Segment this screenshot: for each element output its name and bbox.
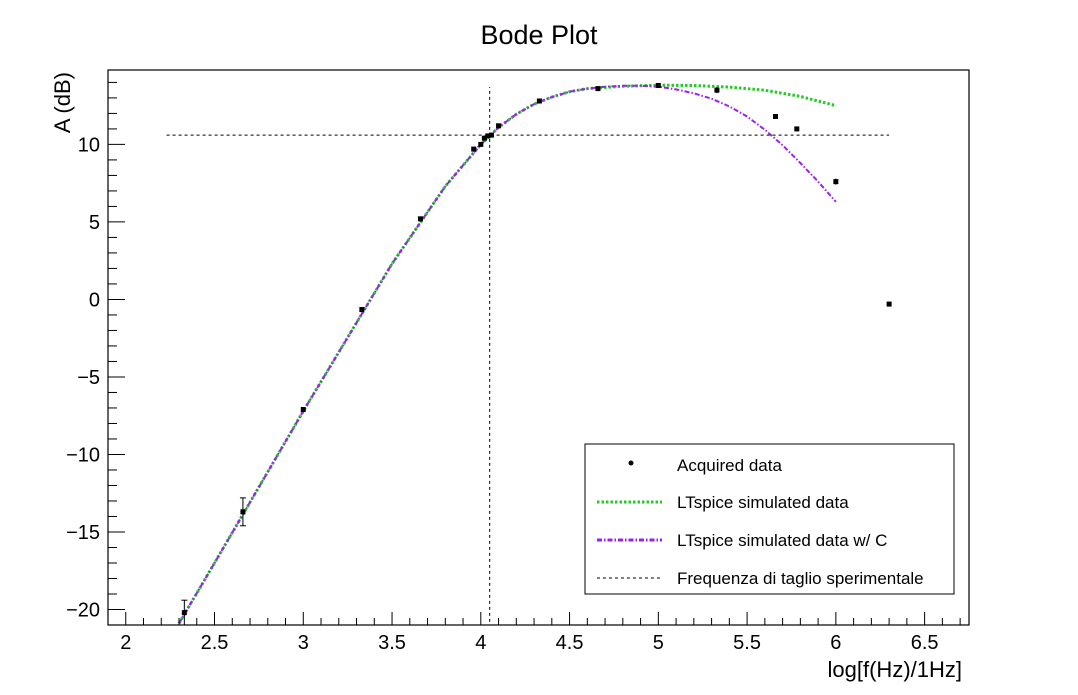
x-tick-label: 5: [653, 632, 664, 654]
data-point: [481, 135, 487, 141]
x-tick-label: 6: [830, 632, 841, 654]
legend-label-1: LTspice simulated data: [677, 493, 849, 512]
x-axis-title: log[f(Hz)/1Hz]: [828, 657, 962, 682]
x-tick-label: 3: [298, 632, 309, 654]
chart-title: Bode Plot: [480, 20, 598, 50]
data-point: [772, 114, 778, 120]
data-point: [496, 123, 502, 129]
data-point: [240, 509, 246, 515]
legend-label-2: LTspice simulated data w/ C: [677, 531, 887, 550]
data-point: [833, 179, 839, 185]
data-point: [886, 301, 892, 307]
legend: Acquired data LTspice simulated data LTspi…: [584, 443, 955, 595]
data-point: [595, 86, 601, 92]
y-tick-label: −10: [66, 444, 100, 466]
data-point: [417, 216, 423, 222]
data-point: [300, 407, 306, 413]
plot-frame: [107, 69, 970, 626]
y-tick-label: 10: [78, 134, 100, 156]
x-tick-label: 5.5: [733, 632, 761, 654]
y-tick-label: 5: [89, 212, 100, 234]
data-point: [485, 133, 491, 139]
data-point: [478, 141, 484, 147]
x-tick-label: 4: [475, 632, 486, 654]
legend-box: [584, 443, 955, 595]
legend-label-3: Frequenza di taglio sperimentale: [677, 569, 924, 588]
data-point: [181, 610, 187, 616]
data-point: [794, 126, 800, 132]
legend-marker-acquired-data: [628, 460, 634, 466]
data-point: [714, 87, 720, 93]
y-tick-label: −20: [66, 599, 100, 621]
data-points-layer: [181, 83, 892, 625]
x-tick-label: 2: [120, 632, 131, 654]
legend-label-0: Acquired data: [677, 456, 782, 475]
y-tick-label: −5: [77, 367, 100, 389]
data-point: [488, 132, 494, 138]
x-tick-label: 4.5: [556, 632, 584, 654]
series-line-2: [178, 84, 837, 624]
x-tick-label: 6.5: [911, 632, 939, 654]
x-tick-label: 2.5: [201, 632, 229, 654]
data-point: [536, 98, 542, 104]
y-tick-label: 0: [89, 289, 100, 311]
curves-layer: [166, 83, 890, 625]
axes-layer: 2 2.5 3 3.5 4 4.5 5 5.5 6 6.5 −20 −15 −10 −5 0 5 10: [66, 81, 961, 654]
data-point: [655, 83, 661, 89]
data-point: [471, 146, 477, 152]
data-point: [359, 307, 365, 313]
y-tick-label: −15: [66, 522, 100, 544]
x-tick-label: 3.5: [378, 632, 406, 654]
y-axis-title: A (dB): [50, 72, 75, 133]
